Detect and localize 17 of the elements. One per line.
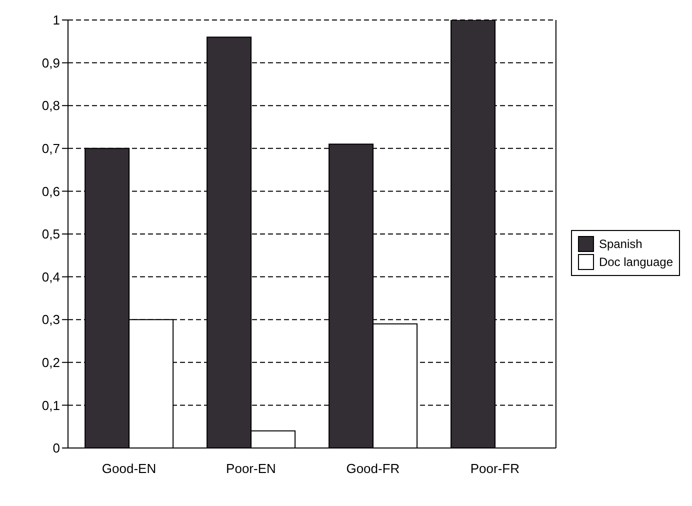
y-tick-label: 0,7 bbox=[42, 141, 60, 156]
y-tick-label: 1 bbox=[52, 12, 60, 28]
y-tick-label: 0 bbox=[52, 440, 60, 456]
y-tick-label: 0,4 bbox=[42, 269, 60, 284]
y-tick-label: 0,9 bbox=[42, 55, 60, 70]
legend-label: Spanish bbox=[598, 237, 642, 251]
y-tick-label: 0,2 bbox=[42, 355, 60, 370]
y-tick-label: 0,3 bbox=[42, 312, 60, 328]
x-tick-label: Poor-FR bbox=[470, 461, 520, 476]
y-tick-label: 0,6 bbox=[42, 184, 60, 199]
x-tick-label: Good-EN bbox=[102, 461, 156, 476]
x-tick-label: Poor-EN bbox=[226, 461, 276, 476]
y-tick-label: 0,5 bbox=[42, 226, 60, 242]
legend-label: Doc language bbox=[598, 255, 673, 269]
x-tick-label: Good-FR bbox=[346, 461, 400, 476]
y-tick-label: 0,1 bbox=[42, 398, 60, 413]
y-tick-label: 0,8 bbox=[42, 98, 60, 114]
